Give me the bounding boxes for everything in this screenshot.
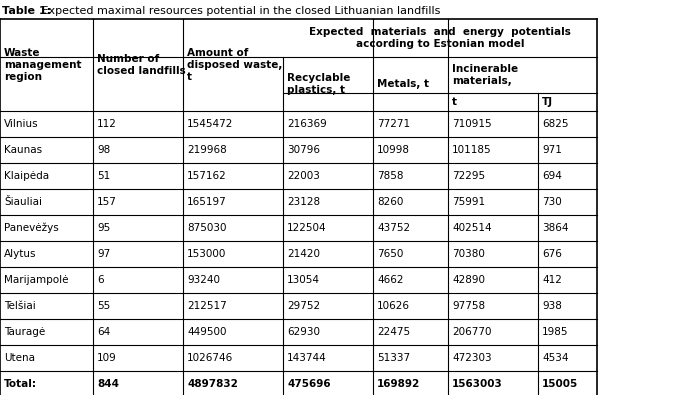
Text: 1545472: 1545472 — [187, 119, 234, 129]
Text: 97758: 97758 — [452, 301, 485, 311]
Text: Incinerable
materials,: Incinerable materials, — [452, 64, 518, 86]
Text: Utena: Utena — [4, 353, 35, 363]
Text: Šiauliai: Šiauliai — [4, 197, 42, 207]
Text: Telšiai: Telšiai — [4, 301, 36, 311]
Text: 694: 694 — [542, 171, 562, 181]
Text: 938: 938 — [542, 301, 562, 311]
Text: 4897832: 4897832 — [187, 379, 238, 389]
Text: Expected maximal resources potential in the closed Lithuanian landfills: Expected maximal resources potential in … — [38, 6, 440, 16]
Text: 29752: 29752 — [287, 301, 320, 311]
Text: Metals, t: Metals, t — [377, 79, 429, 89]
Text: 75991: 75991 — [452, 197, 485, 207]
Text: Recyclable
plastics, t: Recyclable plastics, t — [287, 73, 350, 95]
Text: 157162: 157162 — [187, 171, 227, 181]
Text: 475696: 475696 — [287, 379, 330, 389]
Text: 143744: 143744 — [287, 353, 327, 363]
Text: 101185: 101185 — [452, 145, 492, 155]
Text: 21420: 21420 — [287, 249, 320, 259]
Text: 97: 97 — [97, 249, 110, 259]
Text: 730: 730 — [542, 197, 562, 207]
Text: 51: 51 — [97, 171, 110, 181]
Text: 112: 112 — [97, 119, 117, 129]
Text: 7650: 7650 — [377, 249, 403, 259]
Text: 51337: 51337 — [377, 353, 410, 363]
Text: 1563003: 1563003 — [452, 379, 503, 389]
Text: 971: 971 — [542, 145, 562, 155]
Text: Total:: Total: — [4, 379, 37, 389]
Text: 472303: 472303 — [452, 353, 492, 363]
Text: Tauragė: Tauragė — [4, 327, 45, 337]
Text: Vilnius: Vilnius — [4, 119, 38, 129]
Text: 1985: 1985 — [542, 327, 569, 337]
Text: 710915: 710915 — [452, 119, 492, 129]
Text: Panevėžys: Panevėžys — [4, 223, 59, 233]
Text: Expected  materials  and  energy  potentials
according to Estonian model: Expected materials and energy potentials… — [309, 27, 571, 49]
Text: 412: 412 — [542, 275, 562, 285]
Text: 55: 55 — [97, 301, 110, 311]
Text: 22475: 22475 — [377, 327, 410, 337]
Text: t: t — [452, 97, 457, 107]
Text: 165197: 165197 — [187, 197, 227, 207]
Text: 4662: 4662 — [377, 275, 403, 285]
Text: Marijampolė: Marijampolė — [4, 275, 69, 285]
Text: 72295: 72295 — [452, 171, 485, 181]
Text: 64: 64 — [97, 327, 110, 337]
Text: 206770: 206770 — [452, 327, 491, 337]
Text: 3864: 3864 — [542, 223, 569, 233]
Text: 22003: 22003 — [287, 171, 320, 181]
Text: 157: 157 — [97, 197, 117, 207]
Text: 43752: 43752 — [377, 223, 410, 233]
Text: Waste
management
region: Waste management region — [4, 48, 82, 82]
Text: 15005: 15005 — [542, 379, 578, 389]
Text: 109: 109 — [97, 353, 117, 363]
Text: 77271: 77271 — [377, 119, 410, 129]
Text: 42890: 42890 — [452, 275, 485, 285]
Text: 10998: 10998 — [377, 145, 410, 155]
Text: 93240: 93240 — [187, 275, 220, 285]
Text: 875030: 875030 — [187, 223, 227, 233]
Text: 212517: 212517 — [187, 301, 227, 311]
Text: 449500: 449500 — [187, 327, 227, 337]
Text: 169892: 169892 — [377, 379, 420, 389]
Text: TJ: TJ — [542, 97, 553, 107]
Text: 216369: 216369 — [287, 119, 327, 129]
Text: Alytus: Alytus — [4, 249, 36, 259]
Text: 62930: 62930 — [287, 327, 320, 337]
Text: 4534: 4534 — [542, 353, 569, 363]
Text: 6825: 6825 — [542, 119, 569, 129]
Text: 7858: 7858 — [377, 171, 403, 181]
Text: 153000: 153000 — [187, 249, 227, 259]
Text: 95: 95 — [97, 223, 110, 233]
Text: Amount of
disposed waste,
t: Amount of disposed waste, t — [187, 48, 282, 82]
Text: 402514: 402514 — [452, 223, 492, 233]
Text: 1026746: 1026746 — [187, 353, 234, 363]
Text: 844: 844 — [97, 379, 119, 389]
Text: Kaunas: Kaunas — [4, 145, 42, 155]
Text: 30796: 30796 — [287, 145, 320, 155]
Text: 676: 676 — [542, 249, 562, 259]
Text: 70380: 70380 — [452, 249, 485, 259]
Text: 122504: 122504 — [287, 223, 326, 233]
Text: 98: 98 — [97, 145, 110, 155]
Text: 10626: 10626 — [377, 301, 410, 311]
Text: Number of
closed landfills: Number of closed landfills — [97, 54, 185, 76]
Text: 13054: 13054 — [287, 275, 320, 285]
Text: Klaipėda: Klaipėda — [4, 171, 49, 181]
Text: 8260: 8260 — [377, 197, 403, 207]
Text: Table 1:: Table 1: — [2, 6, 51, 16]
Text: 23128: 23128 — [287, 197, 320, 207]
Text: 6: 6 — [97, 275, 104, 285]
Text: 219968: 219968 — [187, 145, 227, 155]
